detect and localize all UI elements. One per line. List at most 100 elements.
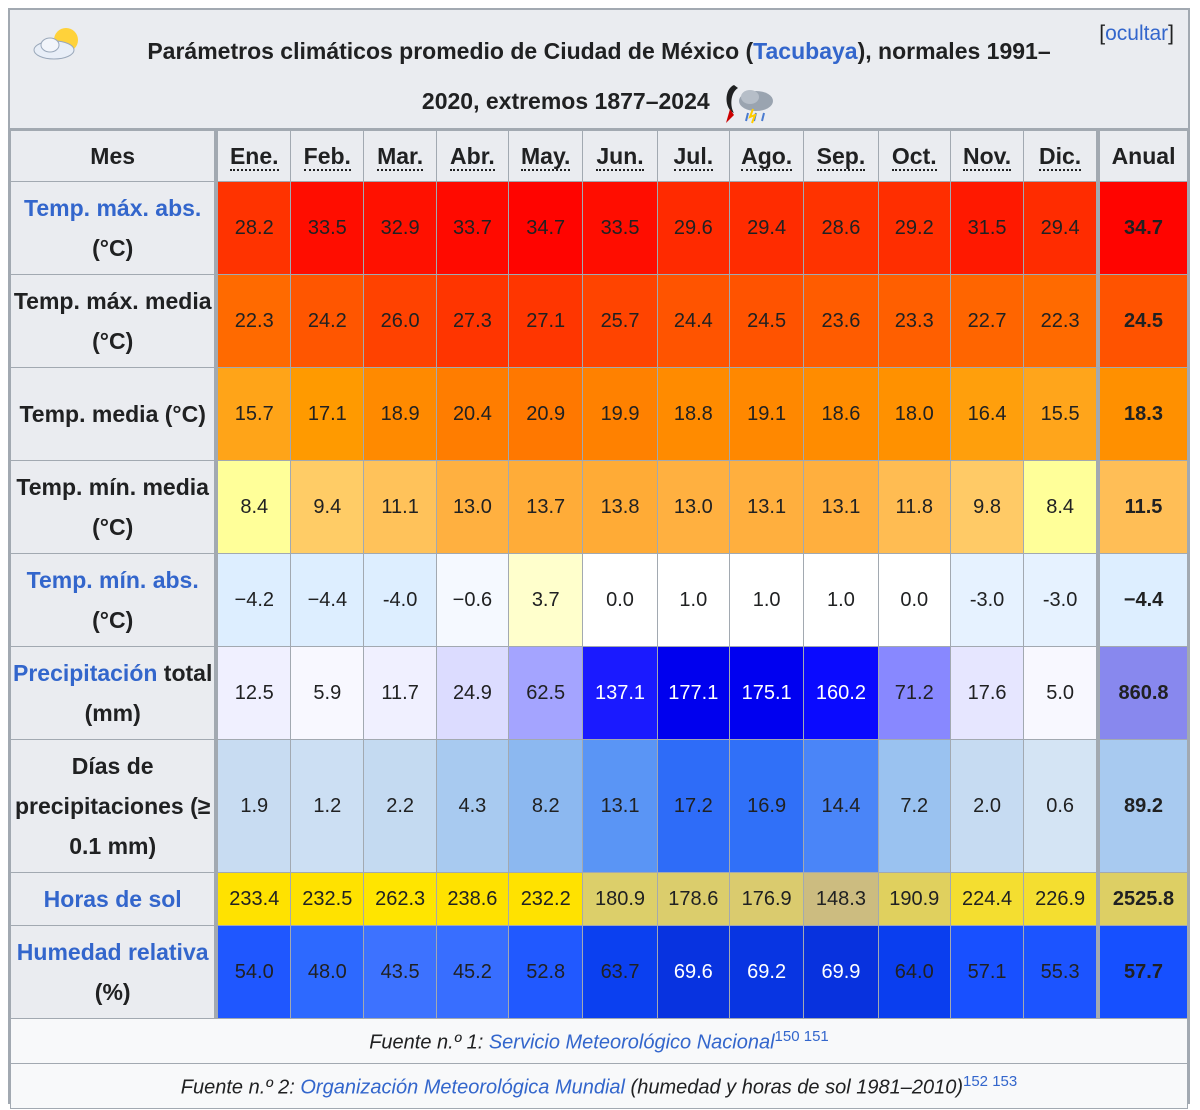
value-cell: 5.9 — [290, 646, 365, 740]
value-cell: 33.5 — [290, 181, 365, 275]
hide-link[interactable]: ocultar — [1105, 22, 1169, 45]
value-cell: 7.2 — [877, 739, 951, 873]
annual-cell: 860.8 — [1096, 646, 1189, 740]
header-month: Dic. — [1023, 130, 1099, 182]
source-link[interactable]: Organización Meteorológica Mundial — [300, 1076, 625, 1099]
source-prefix: Fuente n.º 2: — [180, 1076, 301, 1099]
value-cell: 24.9 — [435, 646, 510, 740]
value-cell: 8.2 — [508, 739, 584, 873]
annual-cell: −4.4 — [1096, 553, 1189, 647]
value-cell: 69.2 — [728, 925, 805, 1019]
value-cell: 48.0 — [290, 925, 365, 1019]
source-cell: Fuente n.º 1: Servicio Meteorológico Nac… — [10, 1018, 1188, 1064]
storm-icon — [726, 84, 774, 124]
value-cell: 33.7 — [435, 181, 510, 275]
value-cell: 29.6 — [656, 181, 730, 275]
value-cell: 1.2 — [290, 739, 365, 873]
month-abbr[interactable]: Oct. — [891, 142, 937, 171]
row-label-text: Temp. máx. media (°C) — [13, 288, 212, 354]
source-prefix: Fuente n.º 1: — [369, 1031, 489, 1054]
climate-row: Precipitación total (mm) 12.5 5.9 11.7 24.9 6… — [10, 646, 1189, 740]
month-abbr[interactable]: Jun. — [596, 142, 644, 171]
row-label: Temp. máx. abs. (°C) — [10, 181, 219, 275]
value-cell: 2.0 — [949, 739, 1025, 873]
month-abbr[interactable]: May. — [521, 142, 571, 171]
annual-cell: 34.7 — [1096, 181, 1189, 275]
row-label-link[interactable]: Humedad relativa — [16, 939, 209, 965]
month-abbr[interactable]: Ene. — [229, 142, 279, 171]
header-month: Ene. — [215, 130, 292, 182]
climate-table: Mes Ene. Feb. Mar. Abr. May. Jun. Jul. Ago. Sep.… — [10, 130, 1189, 1109]
value-cell: 18.0 — [877, 367, 951, 461]
caption-prefix: Parámetros climáticos promedio de Ciudad… — [147, 38, 754, 64]
value-cell: 13.0 — [656, 460, 730, 554]
header-month: Abr. — [435, 130, 510, 182]
header-month: Jul. — [656, 130, 730, 182]
value-cell: 1.0 — [728, 553, 805, 647]
value-cell: 160.2 — [803, 646, 879, 740]
value-cell: 9.4 — [290, 460, 365, 554]
value-cell: 137.1 — [582, 646, 658, 740]
month-abbr[interactable]: Ago. — [741, 142, 793, 171]
hide-toggle: [ocultar] — [1099, 22, 1174, 45]
value-cell: 28.2 — [215, 181, 292, 275]
value-cell: 17.6 — [949, 646, 1025, 740]
month-abbr[interactable]: Sep. — [816, 142, 866, 171]
value-cell: 34.7 — [508, 181, 584, 275]
value-cell: 18.9 — [363, 367, 437, 461]
value-cell: 11.8 — [877, 460, 951, 554]
value-cell: 29.4 — [728, 181, 805, 275]
value-cell: 8.4 — [1023, 460, 1099, 554]
header-month: May. — [508, 130, 584, 182]
value-cell: 1.9 — [215, 739, 292, 873]
value-cell: 232.2 — [508, 872, 584, 926]
month-abbr[interactable]: Mar. — [377, 142, 424, 171]
value-cell: 64.0 — [877, 925, 951, 1019]
value-cell: 17.2 — [656, 739, 730, 873]
value-cell: 178.6 — [656, 872, 730, 926]
value-cell: 43.5 — [363, 925, 437, 1019]
value-cell: 18.8 — [656, 367, 730, 461]
value-cell: 233.4 — [215, 872, 292, 926]
value-cell: -3.0 — [1023, 553, 1099, 647]
reference-links[interactable]: 150 151 — [774, 1027, 829, 1045]
header-month: Jun. — [582, 130, 658, 182]
value-cell: 11.1 — [363, 460, 437, 554]
value-cell: -4.0 — [363, 553, 437, 647]
row-label-link[interactable]: Temp. mín. abs. — [26, 567, 199, 593]
climate-row: Horas de sol 233.4 232.5 262.3 238.6 232.2 180… — [10, 872, 1189, 926]
value-cell: 16.4 — [949, 367, 1025, 461]
tacubaya-link[interactable]: Tacubaya — [753, 38, 858, 64]
row-label-link[interactable]: Horas de sol — [43, 886, 182, 912]
reference-links[interactable]: 152 153 — [963, 1072, 1018, 1090]
climate-row: Humedad relativa (%) 54.0 48.0 43.5 45.2 52.8… — [10, 925, 1189, 1019]
row-label-text: (°C) — [92, 607, 134, 633]
value-cell: 22.3 — [1023, 274, 1099, 368]
row-label-link[interactable]: Temp. máx. abs. — [24, 195, 202, 221]
value-cell: 13.8 — [582, 460, 658, 554]
value-cell: 24.5 — [728, 274, 805, 368]
value-cell: 13.1 — [582, 739, 658, 873]
row-label-link[interactable]: Precipitación — [12, 660, 158, 686]
value-cell: 3.7 — [508, 553, 584, 647]
source-link[interactable]: Servicio Meteorológico Nacional — [488, 1031, 775, 1054]
row-label-text: Temp. media (°C) — [19, 401, 206, 427]
value-cell: 57.1 — [949, 925, 1025, 1019]
month-abbr[interactable]: Jul. — [673, 142, 714, 171]
month-abbr[interactable]: Nov. — [962, 142, 1012, 171]
month-abbr[interactable]: Abr. — [450, 142, 495, 171]
annual-cell: 11.5 — [1096, 460, 1189, 554]
month-abbr[interactable]: Dic. — [1039, 142, 1082, 171]
month-abbr[interactable]: Feb. — [303, 142, 351, 171]
value-cell: 14.4 — [803, 739, 879, 873]
value-cell: 13.1 — [803, 460, 879, 554]
value-cell: 52.8 — [508, 925, 584, 1019]
value-cell: -3.0 — [949, 553, 1025, 647]
value-cell: 180.9 — [582, 872, 658, 926]
annual-cell: 18.3 — [1096, 367, 1189, 461]
value-cell: 12.5 — [215, 646, 292, 740]
value-cell: 0.0 — [877, 553, 951, 647]
climate-row: Temp. mín. abs. (°C) −4.2 −4.4 -4.0 −0.6 3.7 0… — [10, 553, 1189, 647]
partly-cloudy-icon — [33, 28, 78, 60]
value-cell: 33.5 — [582, 181, 658, 275]
